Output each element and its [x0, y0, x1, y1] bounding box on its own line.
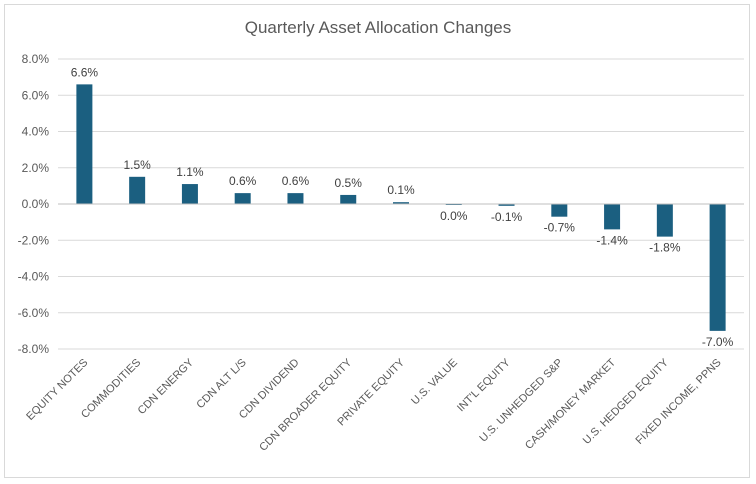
category-label: CDN ALT L/S — [194, 357, 248, 411]
bar — [604, 204, 621, 230]
y-tick-label: -2.0% — [18, 233, 50, 247]
y-tick-label: -8.0% — [18, 342, 50, 356]
data-label: -0.7% — [544, 221, 576, 235]
y-tick-label: 0.0% — [22, 197, 50, 211]
data-label: 0.6% — [229, 174, 257, 188]
data-label: 0.1% — [387, 183, 415, 197]
data-label: 1.1% — [176, 165, 204, 179]
data-labels: 6.6% 1.5% 1.1% 0.6% 0.6% 0.5% 0.1% 0.0% -0.1% -0.… — [71, 65, 734, 349]
data-label: -1.8% — [649, 241, 681, 255]
bar — [340, 194, 357, 204]
category-label: U.S. HEDGED EQUITY — [581, 356, 672, 447]
category-label: CDN ENERGY — [136, 356, 197, 417]
category-label: CASH/MONEY MARKET — [523, 356, 618, 451]
y-tick-label: 2.0% — [22, 161, 50, 175]
data-label: 0.6% — [282, 174, 310, 188]
bar — [498, 204, 515, 206]
data-label: -7.0% — [702, 335, 734, 349]
data-label: -0.1% — [491, 210, 523, 224]
data-label: 0.5% — [335, 176, 363, 190]
bar — [393, 202, 409, 204]
chart-title: Quarterly Asset Allocation Changes — [244, 18, 512, 37]
y-tick-label: 4.0% — [22, 125, 50, 139]
y-tick-label: 8.0% — [22, 52, 50, 66]
data-label: 0.0% — [440, 209, 468, 223]
category-label: CDN BROADER EQUITY — [257, 356, 355, 454]
bar — [76, 84, 93, 204]
data-label: -1.4% — [596, 233, 628, 247]
y-tick-label: -4.0% — [18, 270, 50, 284]
data-label: 1.5% — [123, 158, 151, 172]
category-label: FIXED INCOME, PPNS — [634, 357, 724, 447]
category-label: U.S. VALUE — [409, 357, 460, 408]
bars — [76, 84, 726, 331]
bar — [129, 176, 146, 204]
bar — [656, 204, 673, 237]
bar — [551, 204, 568, 217]
y-tick-label: -6.0% — [18, 306, 50, 320]
y-axis-ticks: 8.0% 6.0% 4.0% 2.0% 0.0% -2.0% -4.0% -6.0% -8.0% — [18, 52, 50, 356]
category-label: INT'L EQUITY — [455, 356, 513, 414]
gridlines — [58, 58, 744, 350]
bar — [287, 193, 304, 204]
data-label: 6.6% — [71, 65, 99, 79]
chart-frame — [4, 4, 750, 478]
bar — [181, 184, 198, 204]
bar — [709, 204, 726, 331]
bar — [234, 193, 251, 204]
y-tick-label: 6.0% — [22, 88, 50, 102]
